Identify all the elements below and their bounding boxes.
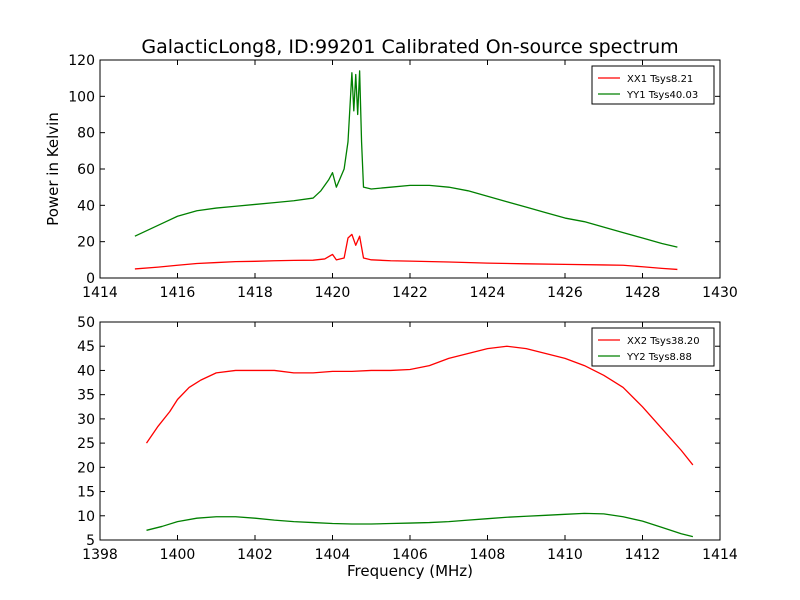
legend-box — [591, 65, 715, 105]
series-line-yy — [146, 512, 694, 538]
series-line-yy — [134, 70, 678, 248]
legend: XX1 Tsys8.21 YY1 Tsys40.03 — [591, 65, 715, 105]
y-tick-label: 35 — [77, 388, 95, 404]
x-tick-label: 1416 — [160, 285, 196, 301]
y-tick-label: 15 — [77, 485, 95, 501]
bottom-spectrum-panel: 1398 1400 1402 1404 1406 1408 1410 1412 1414 5 10 1… — [77, 315, 738, 563]
y-tick-label: 20 — [77, 235, 95, 251]
legend: XX2 Tsys38.20 YY2 Tsys8.88 — [591, 327, 715, 367]
y-tick-label: 40 — [77, 363, 95, 379]
top-spectrum-panel: 1414 1416 1418 1420 1422 1424 1426 1428 1430 0 20 4… — [68, 53, 738, 301]
x-tick-label: 1430 — [702, 285, 738, 301]
y-tick-label: 30 — [77, 412, 95, 428]
x-tick-label: 1418 — [237, 285, 273, 301]
x-tick-label: 1420 — [315, 285, 351, 301]
y-tick-label: 40 — [77, 198, 95, 214]
series-line-xx — [134, 233, 678, 271]
x-tick-label: 1422 — [392, 285, 428, 301]
y-tick-label: 5 — [86, 533, 95, 549]
x-tick-label: 1402 — [237, 547, 273, 563]
x-axis-label: Frequency (MHz) — [347, 562, 473, 580]
x-tick-label: 1424 — [470, 285, 506, 301]
series-line-xx — [145, 345, 694, 466]
x-tick-label: 1400 — [160, 547, 196, 563]
y-tick-label: 25 — [77, 436, 95, 452]
x-tick-label: 1398 — [82, 547, 118, 563]
x-tick-label: 1406 — [392, 547, 428, 563]
y-tick-label: 20 — [77, 460, 95, 476]
y-tick-label: 10 — [77, 509, 95, 525]
y-tick-label: 50 — [77, 315, 95, 331]
legend-label: XX1 Tsys8.21 — [627, 74, 693, 85]
x-tick-label: 1412 — [625, 547, 661, 563]
x-tick-label: 1428 — [625, 285, 661, 301]
legend-label: YY1 Tsys40.03 — [626, 90, 698, 101]
figure-title: GalacticLong8, ID:99201 Calibrated On-so… — [141, 36, 678, 58]
x-tick-label: 1426 — [547, 285, 583, 301]
legend-label: YY2 Tsys8.88 — [626, 352, 692, 363]
y-axis-label: Power in Kelvin — [44, 112, 62, 226]
y-tick-label: 60 — [77, 162, 95, 178]
y-tick-label: 120 — [68, 53, 95, 69]
y-tick-label: 80 — [77, 126, 95, 142]
y-tick-label: 0 — [86, 271, 95, 287]
legend-label: XX2 Tsys38.20 — [627, 336, 700, 347]
y-tick-label: 100 — [68, 89, 95, 105]
x-tick-label: 1410 — [547, 547, 583, 563]
x-tick-label: 1404 — [315, 547, 351, 563]
legend-box — [591, 327, 715, 367]
x-tick-label: 1414 — [82, 285, 118, 301]
y-tick-label: 45 — [77, 339, 95, 355]
x-tick-label: 1408 — [470, 547, 506, 563]
x-tick-label: 1414 — [702, 547, 738, 563]
